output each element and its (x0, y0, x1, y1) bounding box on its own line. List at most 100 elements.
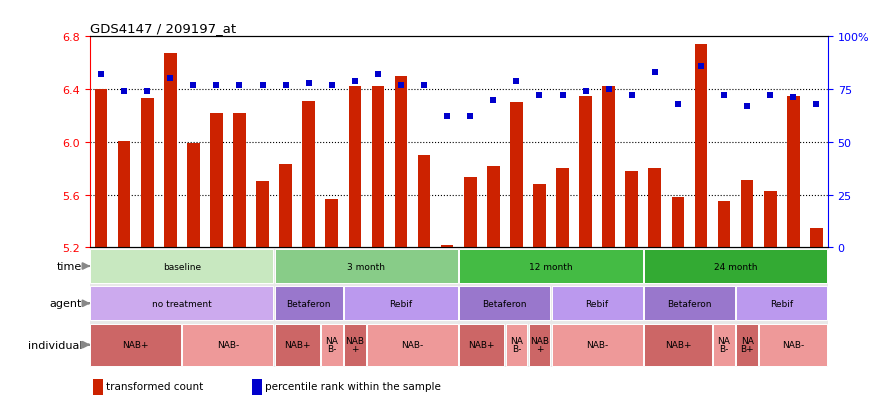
Bar (740, 180, 753, 248)
Point (763, 93, 777, 100)
Bar (648, 169, 661, 248)
Text: NA
B-: NA B- (510, 337, 522, 353)
Bar (809, 228, 822, 248)
Text: NAB-: NAB- (401, 340, 423, 349)
Text: NAB-: NAB- (216, 340, 239, 349)
Point (347, 78, 361, 85)
Bar (555, 169, 569, 248)
Point (117, 89, 131, 95)
Bar (694, 45, 706, 248)
Bar (486, 166, 499, 248)
Point (163, 76, 177, 83)
Bar (256, 182, 268, 248)
Bar (274, 324, 319, 366)
Text: NAB-: NAB- (781, 340, 804, 349)
Point (255, 82, 269, 89)
Text: NAB-: NAB- (586, 340, 608, 349)
Bar (644, 287, 734, 320)
Point (532, 93, 546, 100)
Text: NA
B-: NA B- (717, 337, 730, 353)
Point (716, 93, 730, 100)
Point (624, 93, 638, 100)
Bar (644, 324, 711, 366)
Bar (182, 324, 273, 366)
Text: time: time (57, 261, 82, 271)
Text: NAB+: NAB+ (122, 340, 148, 349)
Point (485, 97, 500, 104)
Bar (505, 324, 527, 366)
Text: NAB+: NAB+ (664, 340, 690, 349)
Bar (758, 324, 826, 366)
Bar (736, 324, 757, 366)
Point (417, 82, 431, 89)
Bar (417, 156, 430, 248)
Bar (394, 77, 407, 248)
Point (555, 93, 569, 100)
Bar (763, 191, 776, 248)
Bar (343, 324, 366, 366)
Bar (274, 249, 458, 283)
Text: Betaferon: Betaferon (482, 299, 527, 308)
Point (232, 82, 247, 89)
Point (139, 89, 154, 95)
Point (601, 86, 615, 93)
Bar (533, 185, 545, 248)
Text: GDS4147 / 209197_at: GDS4147 / 209197_at (89, 22, 235, 35)
Text: Betaferon: Betaferon (666, 299, 711, 308)
Point (670, 101, 684, 108)
Point (209, 82, 224, 89)
Point (301, 80, 316, 87)
Text: Betaferon: Betaferon (286, 299, 331, 308)
Bar (713, 324, 734, 366)
Point (393, 82, 408, 89)
Bar (371, 87, 384, 248)
Text: individual: individual (28, 340, 82, 350)
Bar (90, 287, 273, 320)
Text: NAB
+: NAB + (529, 337, 548, 353)
Point (94, 72, 108, 78)
Bar (90, 249, 273, 283)
Point (693, 63, 707, 70)
Text: Rebif: Rebif (770, 299, 792, 308)
Text: percentile rank within the sample: percentile rank within the sample (265, 381, 441, 391)
Bar (578, 96, 591, 248)
Point (278, 82, 292, 89)
Bar (602, 87, 614, 248)
Bar (670, 198, 684, 248)
Text: NAB+: NAB+ (283, 340, 310, 349)
Bar (232, 114, 246, 248)
Point (440, 114, 454, 121)
Text: 12 month: 12 month (528, 262, 572, 271)
Text: no treatment: no treatment (152, 299, 212, 308)
Text: transformed count: transformed count (106, 381, 204, 391)
Bar (343, 287, 458, 320)
Text: NAB+: NAB+ (468, 340, 494, 349)
Bar (644, 249, 826, 283)
Text: NA
B-: NA B- (325, 337, 338, 353)
Bar (321, 324, 342, 366)
Bar (95, 90, 107, 248)
Point (370, 72, 384, 78)
Bar (459, 324, 503, 366)
Point (509, 78, 523, 85)
Bar (717, 202, 730, 248)
Text: NAB
+: NAB + (345, 337, 364, 353)
Bar (551, 324, 642, 366)
Bar (279, 165, 291, 248)
Text: 3 month: 3 month (347, 262, 385, 271)
Bar (367, 324, 458, 366)
Bar (551, 287, 642, 320)
Bar (625, 171, 637, 248)
Point (647, 70, 662, 76)
Bar (164, 54, 176, 248)
Bar (510, 103, 522, 248)
Point (785, 95, 799, 102)
Bar (463, 178, 476, 248)
Point (578, 89, 592, 95)
Point (186, 82, 200, 89)
Bar (90, 324, 181, 366)
Bar (459, 249, 642, 283)
Point (739, 103, 754, 110)
Text: 24 month: 24 month (713, 262, 756, 271)
Text: Rebif: Rebif (389, 299, 412, 308)
